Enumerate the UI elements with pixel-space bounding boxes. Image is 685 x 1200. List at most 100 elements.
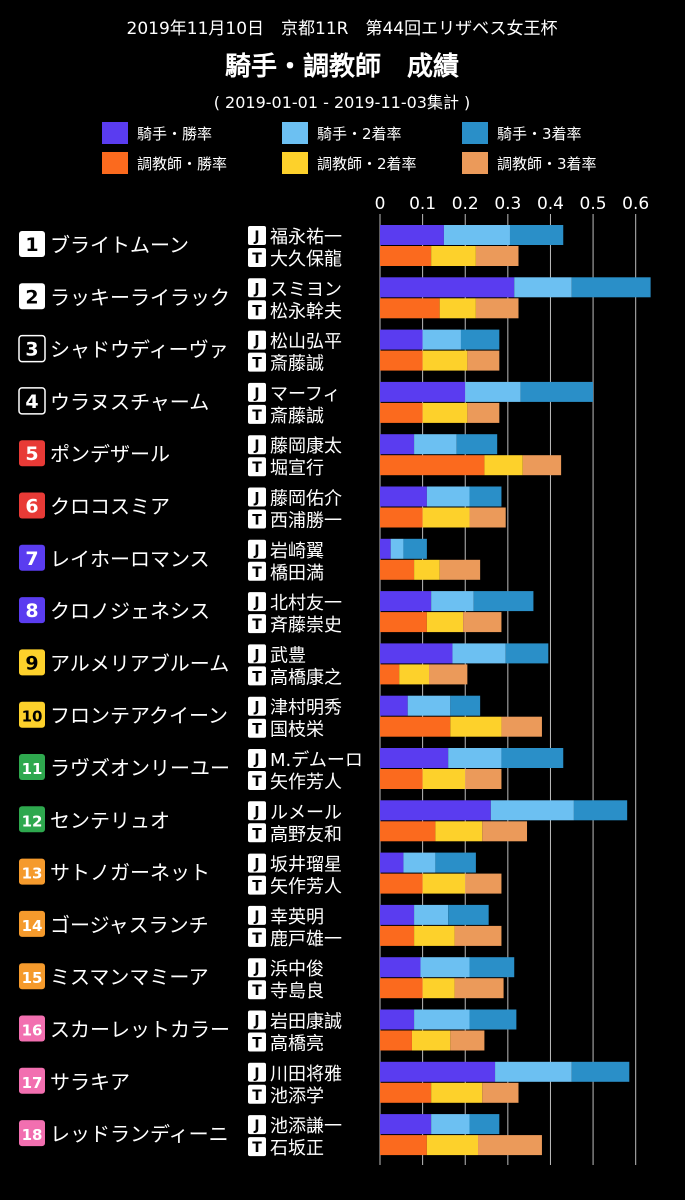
horse-number-badge	[19, 544, 45, 571]
trainer-bar-segment	[422, 350, 468, 371]
horse-number-badge	[19, 910, 45, 937]
trainer-bar-segment	[380, 559, 415, 580]
jockey-badge	[248, 278, 266, 298]
trainer-name: 矢作芳人	[270, 877, 342, 898]
horse-name: ポンデザール	[50, 442, 170, 466]
x-tick-label: 0.5	[580, 194, 607, 214]
jockey-bar-segment	[407, 695, 451, 716]
trainer-bar-segment	[380, 1030, 412, 1051]
horse-name: シャドウディーヴァ	[50, 338, 229, 362]
jockey-bar-segment	[469, 957, 515, 978]
trainer-badge	[248, 248, 266, 267]
horse-number: 5	[25, 443, 38, 465]
horse-name: ラッキーライラック	[50, 285, 230, 309]
trainer-badge	[248, 1137, 266, 1157]
jockey-bar-segment	[431, 591, 474, 612]
horse-number: 2	[25, 286, 38, 308]
horse-row: 14 ゴージャスランチ J 幸英明 T 鹿戸雄一	[19, 904, 502, 950]
horse-number-badge	[19, 649, 45, 676]
horse-number: 16	[22, 1022, 43, 1040]
jockey-bar-segment	[380, 381, 466, 402]
horse-number-badge	[19, 754, 45, 780]
jockey-badge	[248, 1115, 266, 1135]
trainer-bar-segment	[380, 664, 400, 685]
jockey-bar-segment	[380, 538, 391, 559]
jockey-bar-segment	[473, 591, 534, 612]
jockey-badge-label: J	[253, 647, 259, 663]
jockey-name: 川田将雅	[270, 1064, 342, 1085]
horse-number: 18	[22, 1126, 43, 1144]
horse-number: 1	[25, 234, 38, 256]
horse-name: レイホーロマンス	[50, 547, 210, 571]
jockey-badge	[248, 330, 266, 350]
trainer-bar-segment	[380, 821, 436, 842]
legend-swatch	[462, 152, 488, 174]
trainer-bar-segment	[429, 664, 468, 685]
trainer-bar-segment	[380, 455, 485, 476]
jockey-badge	[248, 905, 266, 925]
horse-name: クロノジェネシス	[50, 599, 210, 623]
horse-row: 18 レッドランディーニ J 池添謙一 T 石坂正	[19, 1114, 542, 1159]
trainer-badge	[248, 509, 266, 529]
x-tick-label: 0.6	[622, 194, 649, 214]
jockey-bar-segment	[380, 277, 515, 298]
jockey-badge	[248, 592, 266, 612]
jockey-name: 藤岡康太	[270, 436, 342, 457]
horse-name: ゴージャスランチ	[50, 913, 209, 937]
trainer-bar-segment	[380, 612, 427, 633]
horse-name: ウラヌスチャーム	[50, 390, 209, 414]
x-tick-label: 0.1	[409, 194, 436, 214]
jockey-badge-label: J	[253, 700, 259, 716]
horse-number: 13	[22, 865, 43, 883]
horse-number-badge	[19, 492, 45, 519]
jockey-bar-segment	[501, 748, 564, 768]
trainer-name: 矢作芳人	[270, 772, 342, 793]
trainer-bar-segment	[422, 978, 455, 999]
jockey-name: 浜中俊	[270, 959, 324, 980]
horse-number-badge	[19, 1067, 45, 1094]
horse-name: クロコスミア	[50, 495, 170, 519]
legend-label: 調教師・3着率	[497, 155, 597, 173]
trainer-badge-label: T	[252, 1088, 262, 1104]
trainer-bar-segment	[463, 612, 502, 633]
horse-number-badge	[18, 334, 46, 363]
jockey-bar-segment	[505, 643, 549, 664]
trainer-bar-segment	[482, 821, 528, 842]
jockey-bar-segment	[448, 904, 489, 925]
jockey-badge-label: J	[253, 595, 259, 611]
jockey-bar-segment	[452, 643, 506, 664]
jockey-bar-segment	[403, 852, 436, 873]
race-info: 2019年11月10日 京都11R 第44回エリザベス女王杯	[127, 19, 558, 39]
legend-label: 騎手・2着率	[317, 125, 402, 143]
jockey-badge	[248, 487, 266, 507]
jockey-bar-segment	[380, 1114, 432, 1135]
trainer-bar-segment	[422, 507, 470, 528]
trainer-bar-segment	[475, 246, 519, 266]
trainer-bar-segment	[380, 873, 423, 894]
horse-row: 5 ポンデザール J 藤岡康太 T 堀宣行	[19, 434, 562, 479]
trainer-badge-label: T	[252, 617, 262, 633]
trainer-name: 橋田満	[270, 563, 324, 584]
horse-row: 12 センテリュオ J ルメール T 高野友和	[19, 800, 628, 845]
jockey-bar-segment	[426, 486, 470, 507]
jockey-bar-segment	[380, 852, 404, 873]
jockey-bar-segment	[380, 591, 432, 612]
trainer-name: 石坂正	[270, 1138, 324, 1159]
horse-name: アルメリアブルーム	[50, 651, 229, 675]
jockey-bar-segment	[414, 904, 449, 925]
trainer-name: 大久保龍	[270, 249, 342, 270]
trainer-name: 斎藤誠	[270, 354, 324, 375]
trainer-badge-label: T	[252, 513, 262, 529]
horse-number: 9	[25, 652, 38, 674]
horse-number: 7	[25, 548, 38, 570]
jockey-bar-segment	[465, 381, 521, 402]
jockey-name: 津村明秀	[270, 698, 342, 719]
jockey-name: 岩崎翼	[270, 541, 324, 562]
x-tick-label: 0.4	[537, 194, 564, 214]
trainer-name: 寺島良	[270, 981, 324, 1002]
jockey-bar-segment	[380, 329, 423, 350]
jockey-bar-segment	[443, 225, 510, 245]
trainer-badge-label: T	[252, 669, 262, 685]
